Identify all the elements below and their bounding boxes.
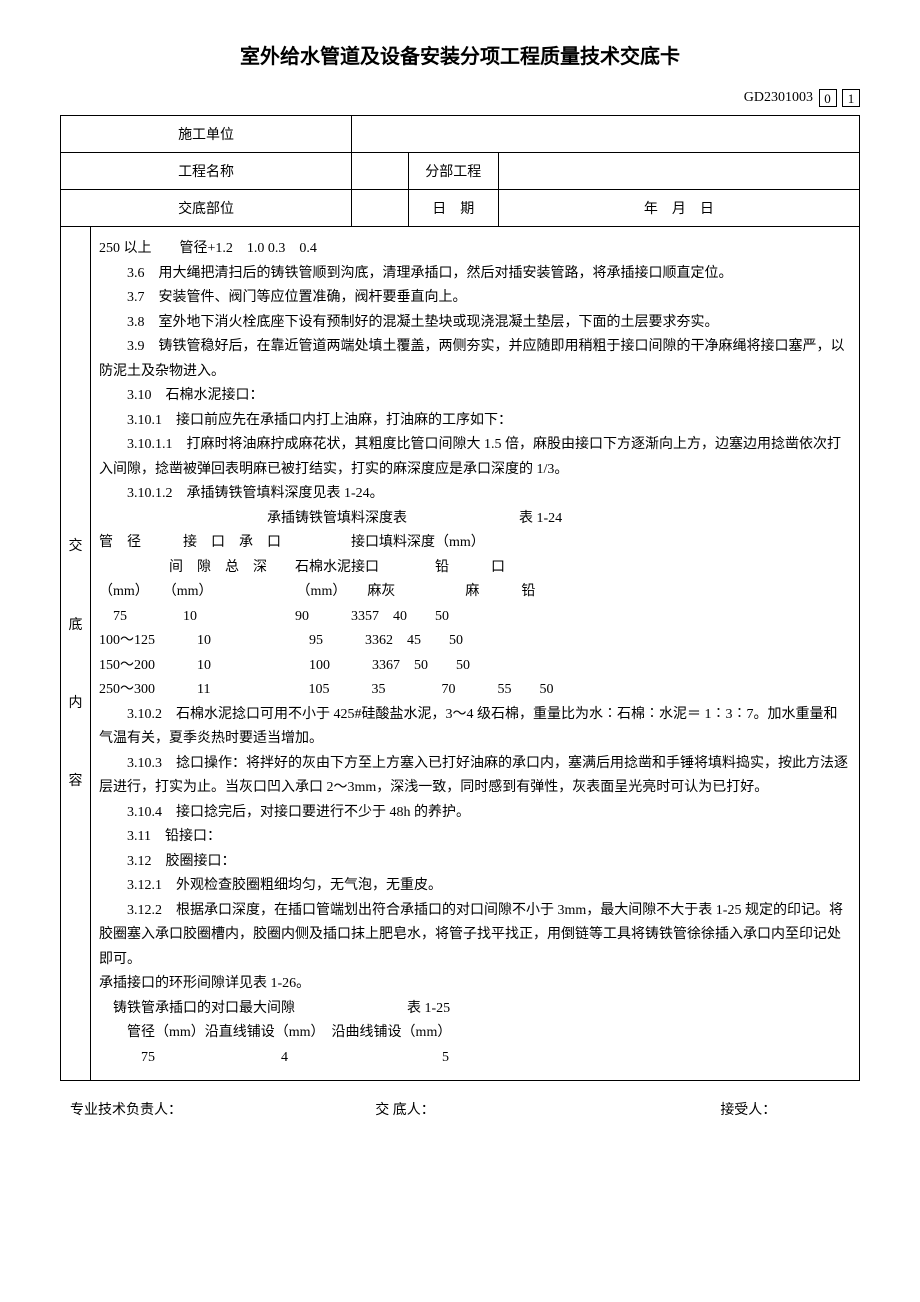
side-label: 交 底 内 容 bbox=[61, 227, 91, 1081]
content-line: 3.7 安装管件、阀门等应位置准确，阀杆要垂直向上。 bbox=[99, 286, 851, 311]
sub-project-value bbox=[498, 153, 859, 190]
inner-table-2-header: 管径（mm）沿直线铺设（mm） 沿曲线铺设（mm） bbox=[99, 1021, 851, 1046]
inner-table-2-row: 75 4 5 bbox=[99, 1046, 851, 1071]
document-code-row: GD2301003 0 1 bbox=[60, 89, 860, 107]
inner-table-row: 100～125 10 95 3362 45 50 bbox=[99, 629, 851, 654]
construction-unit-value bbox=[352, 116, 860, 153]
content-line: 3.10.1 接口前应先在承插口内打上油麻，打油麻的工序如下： bbox=[99, 409, 851, 434]
inner-table-2-title: 铸铁管承插口的对口最大间隙 表 1-25 bbox=[99, 997, 851, 1022]
content-line: 3.10.4 接口捻完后，对接口要进行不少于 48h 的养护。 bbox=[99, 801, 851, 826]
document-code: GD2301003 bbox=[744, 90, 813, 105]
disclose-person-label: 交 底人： bbox=[293, 1099, 516, 1119]
disclosure-part-label: 交底部位 bbox=[61, 190, 352, 227]
date-label: 日 期 bbox=[408, 190, 498, 227]
disclosure-part-value bbox=[352, 190, 409, 227]
footer-row: 专业技术负责人： 交 底人： 接受人： bbox=[60, 1099, 860, 1119]
content-line: 3.10.2 石棉水泥捻口可用不小于 425#硅酸盐水泥，3～4 级石棉，重量比… bbox=[99, 703, 851, 752]
code-box-1: 0 bbox=[819, 89, 837, 107]
inner-table-row: 250～300 11 105 35 70 55 50 bbox=[99, 678, 851, 703]
receiver-label: 接受人： bbox=[517, 1099, 860, 1119]
inner-table-header: 间 隙 总 深 石棉水泥接口 铅 口 bbox=[99, 556, 851, 581]
inner-table-row: 75 10 90 3357 40 50 bbox=[99, 605, 851, 630]
content-line: 250 以上 管径+1.2 1.0 0.3 0.4 bbox=[99, 237, 851, 262]
content-body: 250 以上 管径+1.2 1.0 0.3 0.4 3.6 用大绳把清扫后的铸铁… bbox=[91, 227, 860, 1081]
inner-table-header: 管 径 接 口 承 口 接口填料深度（mm） bbox=[99, 531, 851, 556]
content-line: 3.11 铅接口： bbox=[99, 825, 851, 850]
content-line: 3.10.3 捻口操作：将拌好的灰由下方至上方塞入已打好油麻的承口内，塞满后用捻… bbox=[99, 752, 851, 801]
content-line: 3.9 铸铁管稳好后，在靠近管道两端处填土覆盖，两侧夯实，并应随即用稍粗于接口间… bbox=[99, 335, 851, 384]
project-name-label: 工程名称 bbox=[61, 153, 352, 190]
inner-table-header: （mm） （mm） （mm） 麻灰 麻 铅 bbox=[99, 580, 851, 605]
main-table: 施工单位 工程名称 分部工程 交底部位 日 期 年 月 日 交 底 内 容 25… bbox=[60, 115, 860, 1081]
content-line: 承插接口的环形间隙详见表 1-26。 bbox=[99, 972, 851, 997]
sub-project-label: 分部工程 bbox=[408, 153, 498, 190]
content-line: 3.8 室外地下消火栓底座下设有预制好的混凝土垫块或现浇混凝土垫层，下面的土层要… bbox=[99, 311, 851, 336]
content-line: 3.10.1.2 承插铸铁管填料深度见表 1-24。 bbox=[99, 482, 851, 507]
content-line: 3.6 用大绳把清扫后的铸铁管顺到沟底，清理承插口，然后对插安装管路，将承插接口… bbox=[99, 262, 851, 287]
content-line: 3.12.1 外观检查胶圈粗细均匀，无气泡，无重皮。 bbox=[99, 874, 851, 899]
project-name-value bbox=[352, 153, 409, 190]
date-value: 年 月 日 bbox=[498, 190, 859, 227]
content-line: 3.10.1.1 打麻时将油麻拧成麻花状，其粗度比管口间隙大 1.5 倍，麻股由… bbox=[99, 433, 851, 482]
content-line: 3.12.2 根据承口深度，在插口管端划出符合承插口的对口间隙不小于 3mm，最… bbox=[99, 899, 851, 973]
content-line: 3.10 石棉水泥接口： bbox=[99, 384, 851, 409]
code-box-2: 1 bbox=[842, 89, 860, 107]
content-line: 3.12 胶圈接口： bbox=[99, 850, 851, 875]
construction-unit-label: 施工单位 bbox=[61, 116, 352, 153]
inner-table-title: 承插铸铁管填料深度表 表 1-24 bbox=[99, 507, 851, 532]
document-title: 室外给水管道及设备安装分项工程质量技术交底卡 bbox=[60, 40, 860, 69]
tech-lead-label: 专业技术负责人： bbox=[60, 1099, 293, 1119]
inner-table-row: 150～200 10 100 3367 50 50 bbox=[99, 654, 851, 679]
